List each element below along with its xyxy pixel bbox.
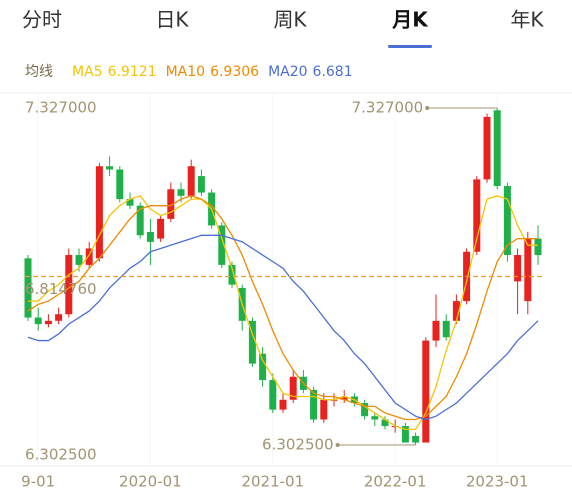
legend-value: 6.681 xyxy=(313,64,353,80)
candle-body xyxy=(34,317,42,325)
candle-body xyxy=(218,225,226,265)
candle-body xyxy=(75,255,83,265)
tab[interactable]: 年K xyxy=(510,8,544,32)
candle-body xyxy=(473,179,481,252)
y-tick-label: 6.302500 xyxy=(25,446,97,464)
candle-body xyxy=(248,320,256,364)
candle-body xyxy=(259,353,267,381)
legend-name: MA20 xyxy=(268,64,307,80)
candle-body xyxy=(177,189,185,196)
candle-body xyxy=(493,110,501,186)
candle-body xyxy=(279,399,287,410)
marker-label: 7.327000 xyxy=(352,99,424,117)
tab[interactable]: 周K xyxy=(273,8,307,32)
x-tick-label: 2020-01 xyxy=(119,473,182,491)
legend-value: 6.9306 xyxy=(210,64,259,80)
candle-body xyxy=(228,264,236,285)
candle-body xyxy=(432,320,440,341)
candle-body xyxy=(116,169,124,200)
marker-dot xyxy=(425,106,430,110)
candle-body xyxy=(422,340,430,443)
candle-body xyxy=(401,426,409,443)
tab[interactable]: 月K xyxy=(391,8,429,32)
candle-body xyxy=(146,232,154,242)
tab[interactable]: 日K xyxy=(155,8,189,32)
candle-body xyxy=(24,258,32,318)
x-tick-label: 2021-01 xyxy=(241,473,304,491)
y-tick-label: 7.327000 xyxy=(25,99,97,117)
candle-body xyxy=(289,376,297,400)
candle-body xyxy=(310,389,318,420)
candle-body xyxy=(503,185,511,256)
candle-body xyxy=(412,435,420,443)
candle-body xyxy=(167,189,175,219)
candle-body xyxy=(514,255,522,282)
candle-body xyxy=(106,166,114,170)
candle-body xyxy=(55,314,63,321)
legend-entry: MA5 6.9121 xyxy=(72,64,157,80)
x-tick-label: 9-01 xyxy=(21,473,55,491)
candle-body xyxy=(157,218,165,239)
candle-body xyxy=(534,238,542,256)
tab-underline xyxy=(388,45,432,48)
legend-name: MA5 xyxy=(72,64,103,80)
ma-line xyxy=(27,195,538,421)
candle-body xyxy=(524,238,532,302)
candle-body xyxy=(442,320,450,338)
candle-body xyxy=(361,403,369,417)
candle-body xyxy=(65,255,73,315)
candle-body xyxy=(44,320,52,325)
candle-body xyxy=(269,380,277,410)
reference-label: 6.814760 xyxy=(25,280,97,298)
ma-label: 均线 xyxy=(25,64,53,80)
candle-body xyxy=(187,166,195,196)
candle-body xyxy=(452,301,460,321)
candle-body xyxy=(320,399,328,420)
legend-value: 6.9121 xyxy=(108,64,157,80)
candle-body xyxy=(197,176,205,193)
x-tick-label: 2022-01 xyxy=(364,473,427,491)
marker-label: 6.302500 xyxy=(262,436,334,454)
legend-entry: MA20 6.681 xyxy=(268,64,353,80)
candle-body xyxy=(136,205,144,236)
legend-entry: MA10 6.9306 xyxy=(166,64,260,80)
candle-body xyxy=(85,248,93,265)
candle-body xyxy=(483,116,491,180)
legend-name: MA10 xyxy=(166,64,205,80)
x-tick-label: 2023-01 xyxy=(466,473,529,491)
tab[interactable]: 分时 xyxy=(22,8,62,32)
candle-body xyxy=(340,396,348,400)
ma-line xyxy=(28,195,538,431)
candle-body xyxy=(126,199,134,206)
ma-line xyxy=(27,234,539,421)
candle-body xyxy=(371,416,379,420)
marker-dot xyxy=(335,443,340,447)
candle-body xyxy=(95,166,103,259)
candle-body xyxy=(381,419,389,427)
